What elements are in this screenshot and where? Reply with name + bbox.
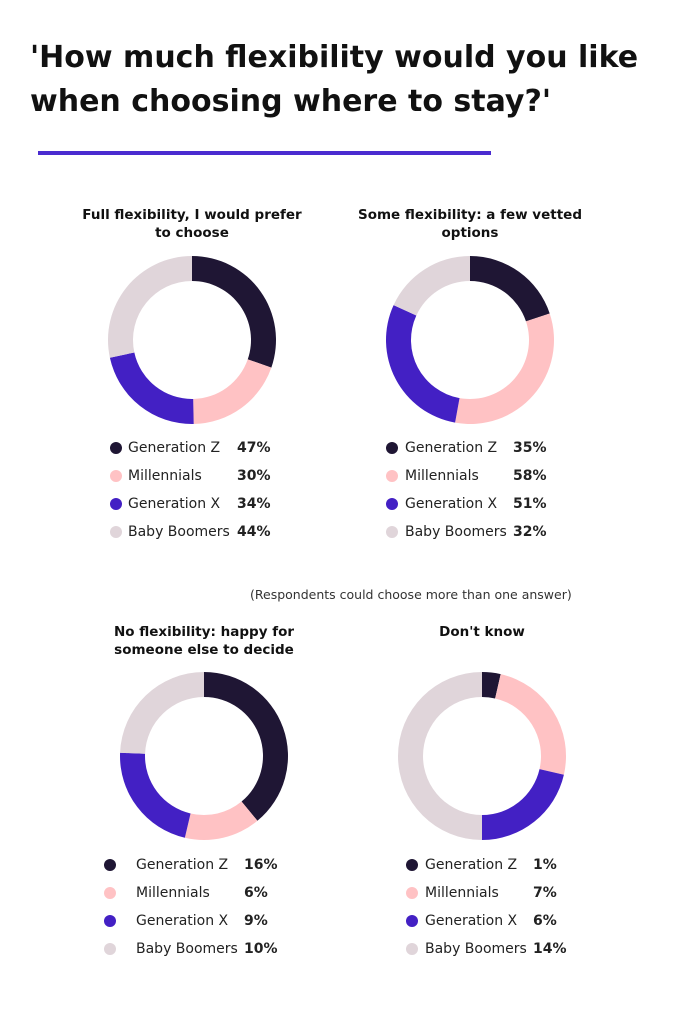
legend-dot (406, 859, 418, 871)
legend-label: Generation X (128, 496, 221, 512)
legend-dot (110, 498, 122, 510)
donut-segment (482, 672, 501, 699)
legend-label: Baby Boomers (128, 524, 230, 540)
legend-dot (110, 442, 122, 454)
legend-label: Millennials (136, 885, 210, 901)
legend-dot (110, 526, 122, 538)
value-label: 9% (244, 913, 268, 929)
page-title: 'How much flexibility would you like whe… (30, 40, 639, 119)
donut-segment (120, 672, 204, 754)
donut-segment (386, 305, 460, 423)
value-label: 6% (533, 913, 557, 929)
chart-title: Full flexibility, I would prefer to choo… (82, 207, 302, 241)
value-label: 6% (244, 885, 268, 901)
value-label: 44% (237, 524, 271, 540)
title-rule (38, 151, 491, 155)
donut-segment (393, 255, 470, 316)
value-label: 51% (513, 496, 547, 512)
legend-dot (104, 915, 116, 927)
legend-label: Generation X (405, 496, 498, 512)
legend-dot (386, 498, 398, 510)
donut-segment (495, 674, 566, 775)
value-label: 10% (244, 941, 278, 957)
legend-label: Baby Boomers (136, 941, 238, 957)
donut-segment (184, 801, 258, 840)
value-label: 30% (237, 468, 271, 484)
value-label: 16% (244, 857, 278, 873)
value-label: 47% (237, 440, 271, 456)
chart-title: Some flexibility: a few vetted options (357, 207, 582, 241)
legend-dot (104, 887, 116, 899)
value-label: 1% (533, 857, 557, 873)
legend-label: Baby Boomers (425, 941, 527, 957)
donut-segment (398, 672, 482, 840)
legend-label: Millennials (128, 468, 202, 484)
value-label: 58% (513, 468, 547, 484)
legend-dot (104, 943, 116, 955)
legend-dot (406, 915, 418, 927)
chart-title: No flexibility: happy for someone else t… (113, 624, 295, 658)
legend-label: Generation Z (136, 857, 229, 873)
value-label: 14% (533, 941, 567, 957)
legend-dot (386, 442, 398, 454)
legend-dot (406, 943, 418, 955)
legend-label: Generation X (425, 913, 518, 929)
legend-dot (386, 470, 398, 482)
note: (Respondents could choose more than one … (250, 587, 572, 602)
donut-segment (482, 769, 564, 840)
donut-segment (204, 671, 289, 821)
legend-label: Generation Z (128, 440, 221, 456)
legend-label: Baby Boomers (405, 524, 507, 540)
donut-segment (455, 313, 554, 425)
legend-label: Millennials (405, 468, 479, 484)
legend-label: Generation Z (405, 440, 498, 456)
legend-dot (104, 859, 116, 871)
legend-label: Generation Z (425, 857, 518, 873)
value-label: 34% (237, 496, 271, 512)
legend-dot (386, 526, 398, 538)
legend-label: Generation X (136, 913, 229, 929)
value-label: 32% (513, 524, 547, 540)
donut-segment (120, 752, 191, 838)
donut-segment (470, 256, 550, 322)
legend-label: Millennials (425, 885, 499, 901)
chart-title: Don't know (439, 624, 525, 640)
legend-dot (110, 470, 122, 482)
legend-dot (406, 887, 418, 899)
donut-segment (193, 359, 272, 424)
value-label: 7% (533, 885, 557, 901)
donut-segment (109, 352, 194, 425)
value-label: 35% (513, 440, 547, 456)
donut-segment (192, 256, 276, 368)
donut-segment (107, 255, 192, 358)
